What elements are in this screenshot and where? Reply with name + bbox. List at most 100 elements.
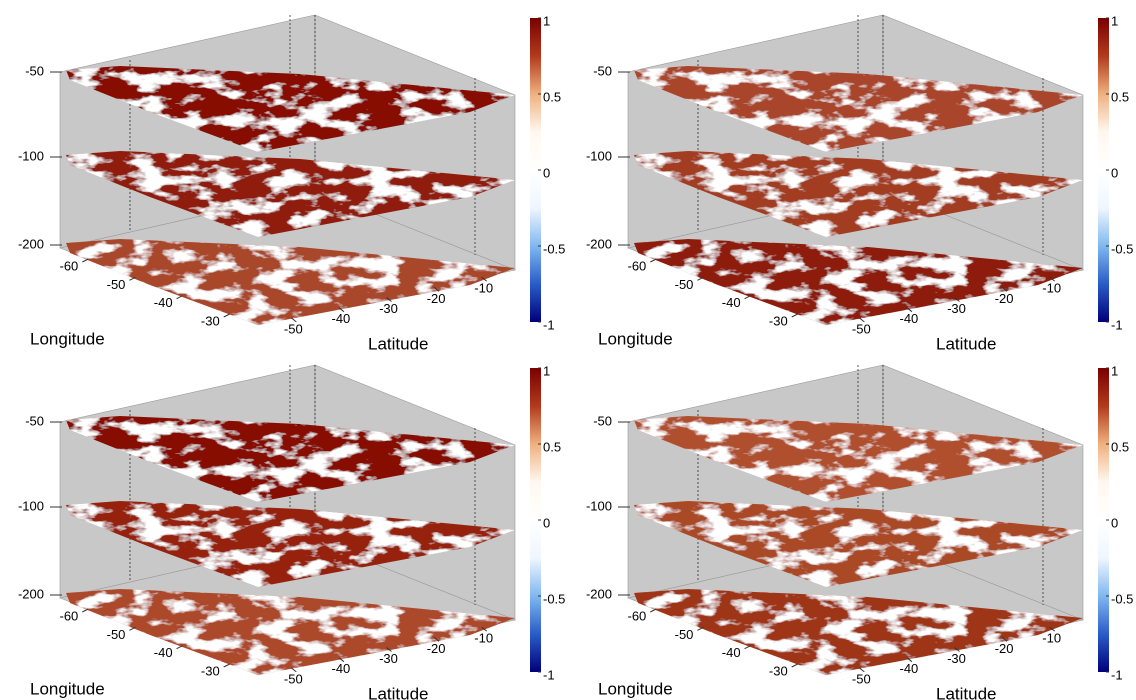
- x-tick: [82, 608, 89, 613]
- x-tick: [223, 663, 230, 668]
- z-tick-label: -100: [586, 498, 612, 513]
- slice: [66, 151, 515, 237]
- y-tick: [906, 307, 913, 313]
- x-tick: [744, 295, 751, 300]
- colorbar-tick-label: 0: [543, 515, 550, 530]
- colorbar: [1098, 18, 1109, 322]
- z-tick-label: -100: [18, 148, 44, 163]
- y-tick: [338, 657, 345, 663]
- x-tick-label: -50: [675, 277, 694, 292]
- x-tick-label: -50: [675, 627, 694, 642]
- y-tick: [906, 657, 913, 663]
- y-tick: [481, 626, 487, 632]
- y-tick-label: -30: [947, 651, 966, 666]
- y-axis-label: Latitude: [936, 334, 997, 353]
- x-tick-label: -60: [627, 258, 646, 273]
- colorbar-tick-label: 0: [1111, 515, 1118, 530]
- colorbar-tick-label: 1: [543, 13, 550, 28]
- y-tick-label: -10: [474, 631, 493, 646]
- x-tick-label: -50: [107, 627, 126, 642]
- x-tick: [697, 276, 704, 281]
- x-tick-label: -50: [107, 277, 126, 292]
- y-tick-label: -40: [900, 311, 919, 326]
- y-tick: [954, 647, 960, 652]
- x-tick-label: -60: [59, 258, 78, 273]
- z-tick-label: -200: [586, 236, 612, 251]
- x-axis-label: Longitude: [598, 329, 673, 348]
- y-axis-label: Latitude: [368, 684, 429, 700]
- y-tick: [433, 636, 440, 642]
- y-tick: [386, 647, 392, 652]
- colorbar: [1098, 368, 1109, 672]
- y-tick: [338, 307, 345, 313]
- x-tick-label: -30: [769, 313, 788, 328]
- colorbar-tick-label: 0.5: [1111, 439, 1129, 454]
- slice: [634, 239, 1083, 325]
- y-tick-label: -20: [427, 291, 446, 306]
- x-axis-label: Longitude: [30, 679, 105, 698]
- x-tick: [176, 645, 183, 650]
- y-tick-label: -20: [427, 641, 446, 656]
- colorbar-tick-label: 1: [543, 363, 550, 378]
- x-tick-label: -40: [154, 645, 173, 660]
- x-tick: [129, 276, 136, 281]
- colorbar-tick-label: 0: [1111, 165, 1118, 180]
- y-tick: [291, 667, 297, 673]
- y-tick-label: -10: [1042, 631, 1061, 646]
- panel: -50-100-200-60-50-40-30-50-40-30-20-10Lo…: [18, 13, 565, 353]
- x-axis-label: Longitude: [598, 679, 673, 698]
- x-tick-label: -40: [722, 295, 741, 310]
- panel: -50-100-200-60-50-40-30-50-40-30-20-10Lo…: [18, 363, 565, 700]
- y-tick-label: -30: [379, 301, 398, 316]
- x-tick-label: -40: [154, 295, 173, 310]
- slice: [66, 239, 515, 325]
- colorbar-tick-label: -0.5: [543, 591, 565, 606]
- y-tick-label: -40: [332, 311, 351, 326]
- z-tick-label: -100: [586, 148, 612, 163]
- x-tick-label: -40: [722, 645, 741, 660]
- colorbar-tick-label: -0.5: [1111, 241, 1133, 256]
- y-axis-label: Latitude: [936, 684, 997, 700]
- y-tick-label: -30: [379, 651, 398, 666]
- y-tick: [433, 286, 440, 292]
- x-tick: [223, 313, 230, 318]
- y-tick: [1049, 626, 1055, 632]
- x-axis-label: Longitude: [30, 329, 105, 348]
- x-tick-label: -30: [201, 313, 220, 328]
- colorbar: [530, 18, 541, 322]
- y-tick-label: -50: [284, 321, 303, 336]
- z-tick-label: -200: [18, 236, 44, 251]
- y-tick-label: -50: [852, 671, 871, 686]
- slice: [634, 589, 1083, 675]
- colorbar-tick-label: -0.5: [543, 241, 565, 256]
- x-tick-label: -60: [59, 608, 78, 623]
- slice: [634, 151, 1083, 237]
- x-tick-label: -60: [627, 608, 646, 623]
- z-tick-label: -50: [25, 63, 44, 78]
- colorbar-tick-label: -1: [543, 667, 555, 682]
- z-tick-label: -200: [586, 586, 612, 601]
- colorbar-tick-label: 0: [543, 165, 550, 180]
- x-tick: [791, 313, 798, 318]
- y-tick: [859, 317, 865, 323]
- y-axis-label: Latitude: [368, 334, 429, 353]
- z-tick-label: -100: [18, 498, 44, 513]
- y-tick-label: -20: [995, 641, 1014, 656]
- slice: [66, 589, 515, 675]
- x-tick-label: -30: [769, 663, 788, 678]
- slice: [634, 66, 1083, 152]
- y-tick-label: -10: [1042, 281, 1061, 296]
- y-tick: [1001, 286, 1008, 292]
- colorbar-tick-label: -1: [1111, 317, 1123, 332]
- colorbar-tick-label: -1: [1111, 667, 1123, 682]
- y-tick-label: -50: [852, 321, 871, 336]
- y-tick: [481, 276, 487, 282]
- y-tick: [291, 317, 297, 323]
- z-tick-label: -200: [18, 586, 44, 601]
- panel: -50-100-200-60-50-40-30-50-40-30-20-10Lo…: [586, 363, 1133, 700]
- y-tick-label: -50: [284, 671, 303, 686]
- colorbar-tick-label: 0.5: [543, 439, 561, 454]
- y-tick: [859, 667, 865, 673]
- x-tick: [129, 626, 136, 631]
